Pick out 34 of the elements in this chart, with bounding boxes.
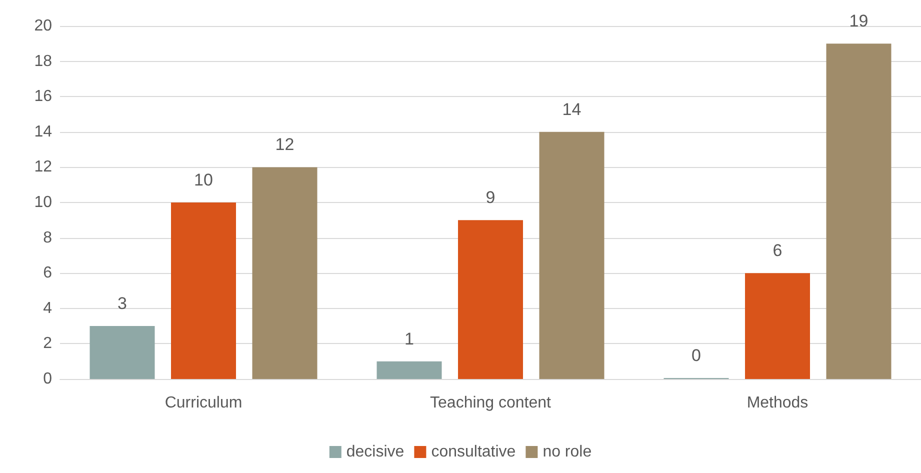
y-tick-label: 12	[34, 158, 52, 176]
data-label: 1	[404, 329, 414, 348]
bar	[745, 273, 810, 379]
y-tick-label: 0	[43, 370, 52, 388]
x-tick-label: Teaching content	[430, 394, 552, 412]
bar	[539, 132, 604, 379]
data-label: 6	[772, 241, 782, 260]
data-label: 19	[849, 12, 868, 31]
data-label: 12	[275, 135, 294, 154]
x-tick-label: Curriculum	[164, 394, 242, 412]
bar	[171, 202, 236, 379]
bar	[90, 326, 155, 379]
data-label: 9	[486, 188, 496, 208]
y-tick-label: 2	[43, 335, 52, 352]
legend-label: consultative	[431, 444, 516, 460]
bar	[826, 44, 892, 379]
y-tick-label: 4	[43, 300, 52, 317]
bar	[252, 167, 318, 379]
y-tick-label: 18	[34, 52, 52, 70]
y-tick-label: 8	[43, 229, 52, 246]
y-tick-label: 20	[34, 18, 52, 34]
data-label: 10	[194, 170, 213, 190]
data-label: 3	[118, 294, 127, 314]
y-tick-label: 14	[34, 123, 52, 140]
bar	[458, 220, 523, 379]
legend-label: no role	[542, 444, 592, 460]
bar	[376, 361, 442, 379]
y-tick-label: 16	[34, 88, 52, 106]
x-tick-label: Methods	[746, 394, 808, 412]
legend-label: decisive	[346, 444, 404, 460]
data-label: 14	[562, 100, 582, 119]
y-tick-label: 10	[34, 194, 52, 211]
y-tick-label: 6	[43, 264, 52, 282]
data-label: 0	[692, 346, 701, 365]
